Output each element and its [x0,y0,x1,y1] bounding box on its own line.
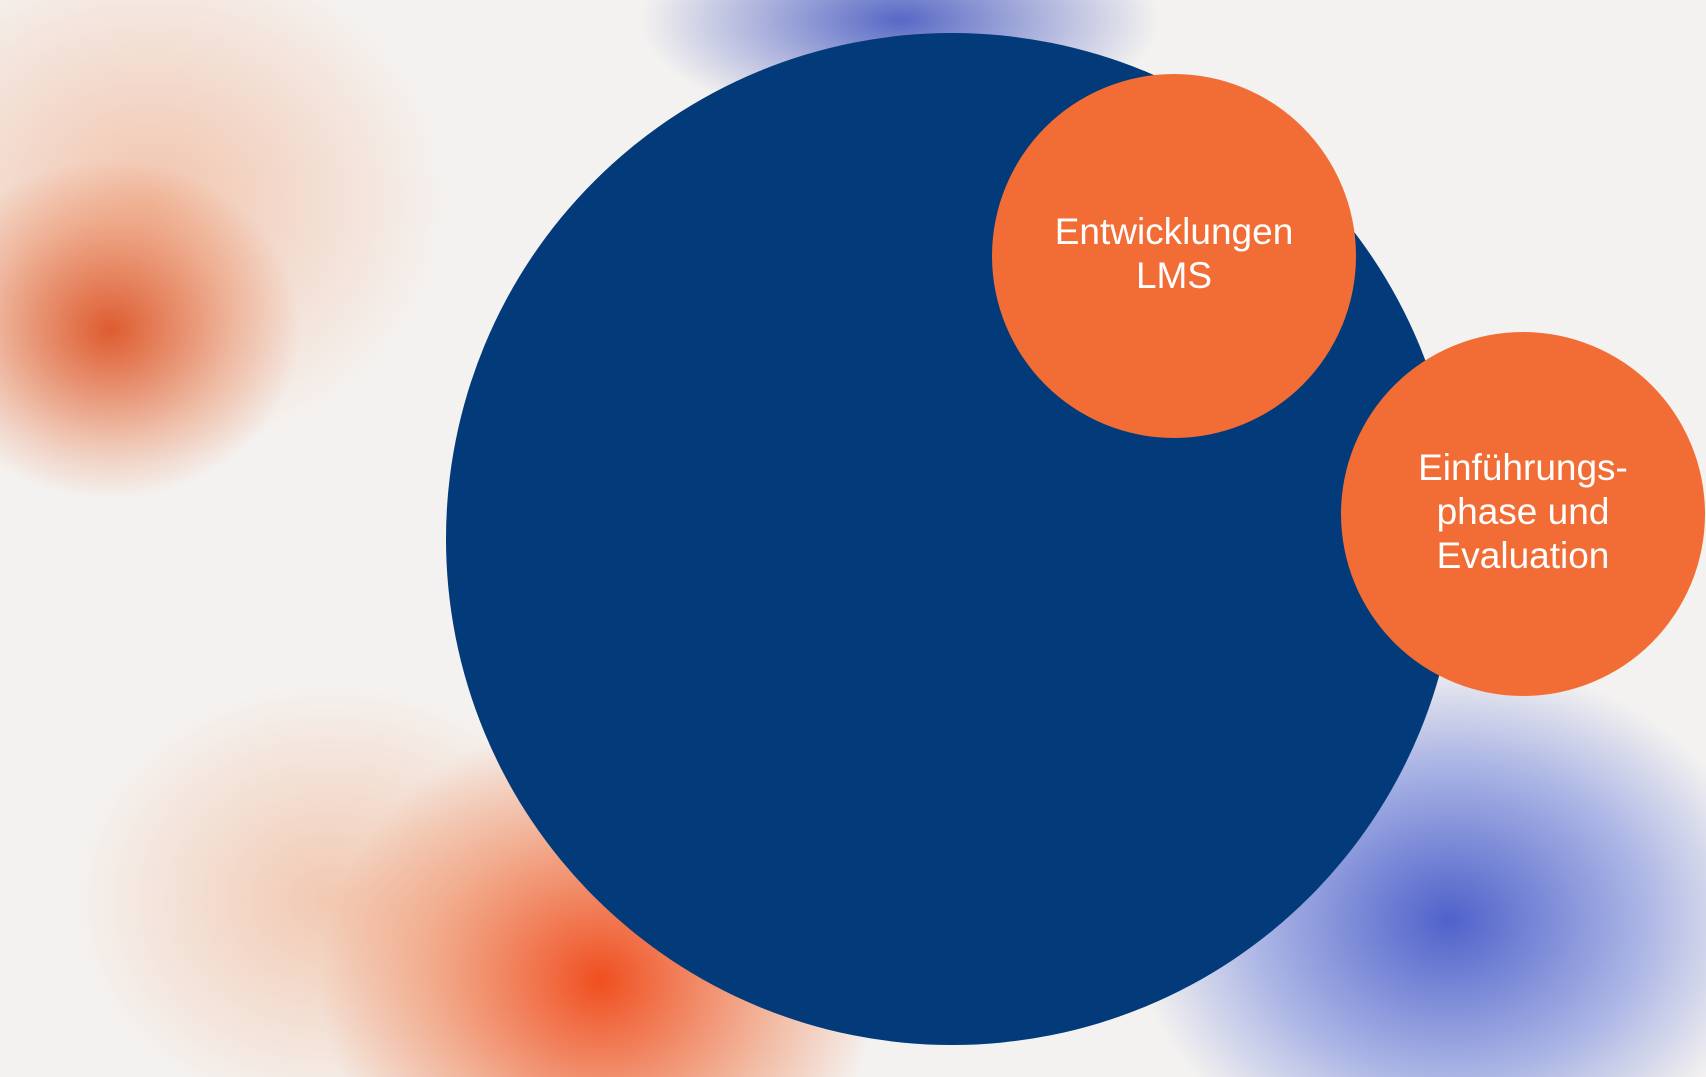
topic-label: Einführungs- phase und Evaluation [1418,446,1628,578]
topic-label: Entwicklungen LMS [1055,210,1294,298]
label-line: Einführungs- [1418,446,1628,490]
label-line: Evaluation [1418,534,1628,578]
topic-circle: Entwicklungen LMS [992,74,1356,438]
topic-circle: Einführungs- phase und Evaluation [1341,332,1705,696]
slide: Entwicklungen LMS Einführungs- phase und… [0,0,1706,1077]
label-line: LMS [1055,254,1294,298]
label-line: phase und [1418,490,1628,534]
label-line: Entwicklungen [1055,210,1294,254]
